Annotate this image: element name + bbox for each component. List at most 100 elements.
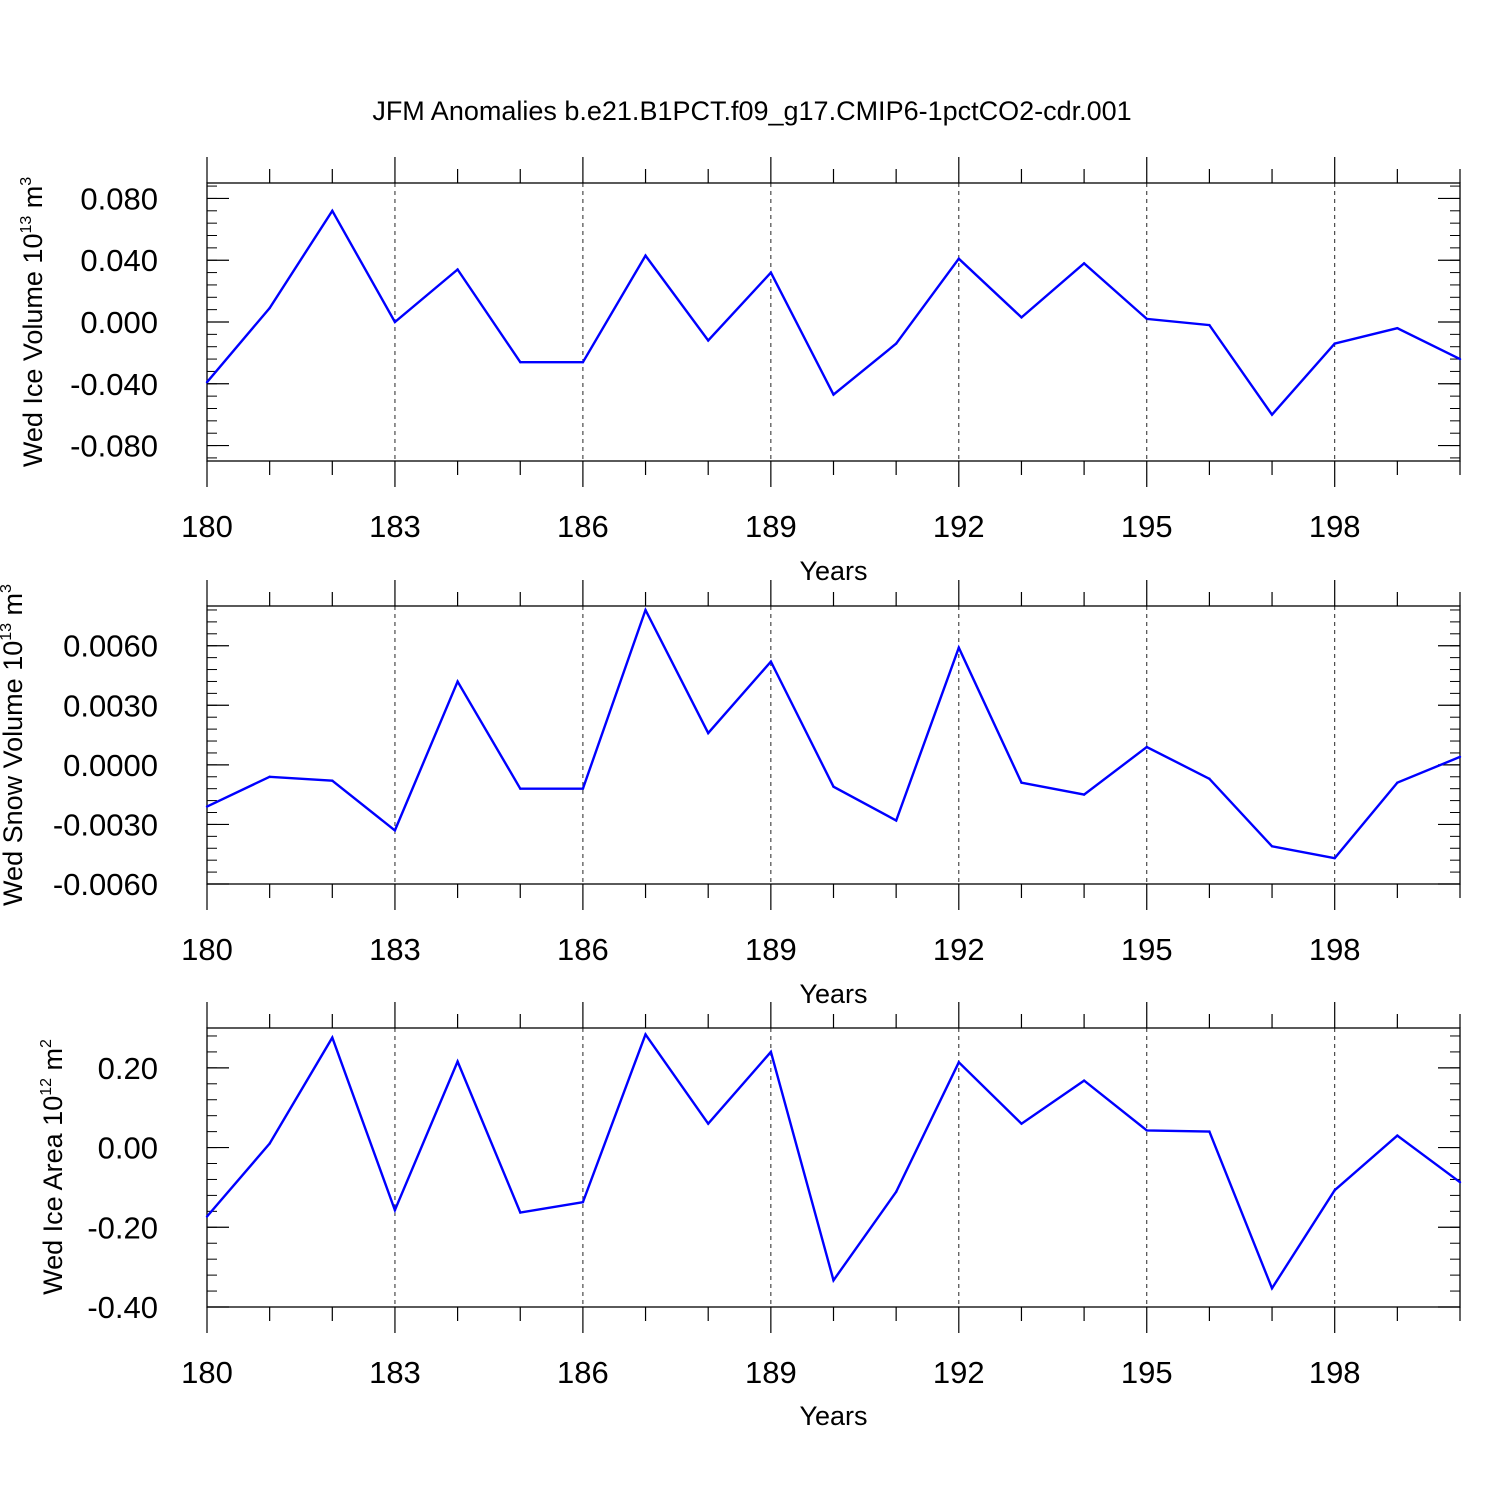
y-axis-label: Wed Snow Volume 1013 m3 [0, 584, 28, 906]
data-point [1270, 413, 1274, 416]
panel-1: 180 183 186 189 192 195 198 0.080 0.040 0.000 -0.0… [18, 157, 1462, 586]
data-point [393, 829, 397, 832]
y-axis-label: Wed Ice Area 1012 m2 [38, 1039, 68, 1295]
data-point [894, 819, 898, 822]
y-axis-label-prefix: Wed Ice Volume 10 [18, 234, 48, 468]
x-tick-label: 189 [745, 1355, 797, 1390]
data-point [1270, 1287, 1274, 1290]
y-tick-label: 0.040 [80, 243, 158, 278]
x-tick-label: 180 [181, 932, 233, 967]
series-line [206, 1031, 1461, 1291]
y-axis-label: Wed Ice Volume 1013 m3 [18, 177, 48, 467]
y-tick-label: -0.0060 [53, 867, 158, 902]
y-axis-label-unit-exponent: 3 [18, 177, 35, 186]
chart-title: JFM Anomalies b.e21.B1PCT.f09_g17.CMIP6-… [372, 96, 1131, 126]
panels-group: 180 183 186 189 192 195 198 0.080 0.040 0.000 -0.0… [0, 157, 1462, 1431]
data-point [769, 1050, 773, 1054]
y-axis-label-exponent: 13 [18, 216, 35, 234]
y-tick-label: 0.0060 [63, 629, 158, 664]
y-axis-label-unit: m [38, 1048, 68, 1078]
data-point [331, 779, 334, 782]
x-tick-label: 192 [933, 932, 985, 967]
data-point [519, 787, 522, 790]
data-point [707, 339, 710, 342]
x-tick-label: 180 [181, 509, 233, 544]
data-point [832, 1279, 835, 1282]
x-tick-label: 186 [557, 509, 609, 544]
x-tick-label: 195 [1121, 1355, 1173, 1390]
y-tick-label: 0.00 [98, 1131, 158, 1166]
y-tick-label: 0.0000 [63, 748, 158, 783]
data-point [1458, 1181, 1462, 1184]
data-point [1458, 755, 1462, 759]
y-axis-label-prefix: Wed Ice Area 10 [38, 1096, 68, 1295]
data-point [1396, 1134, 1399, 1137]
data-point [1208, 777, 1211, 780]
data-point [832, 393, 835, 396]
panel-3: 180 183 186 189 192 195 198 0.20 0.00 -0.20 -0.40 Y… [38, 1002, 1462, 1431]
data-point [581, 1200, 585, 1204]
x-tick-label: 195 [1121, 509, 1173, 544]
data-point [957, 646, 960, 649]
data-point [1270, 845, 1274, 848]
data-point [957, 257, 960, 260]
data-point [832, 785, 835, 788]
data-point [1020, 316, 1023, 319]
x-tick-label: 186 [557, 932, 609, 967]
data-point [1082, 793, 1086, 796]
x-tick-label: 183 [369, 1355, 421, 1390]
data-point [456, 268, 459, 271]
data-point [894, 342, 898, 345]
data-point [1145, 745, 1148, 749]
data-point [268, 1142, 271, 1145]
x-axis-label: Years [799, 556, 867, 586]
data-point [1145, 1129, 1148, 1132]
data-point [1020, 1122, 1023, 1125]
data-point [581, 360, 585, 364]
y-tick-label: 0.0030 [63, 688, 158, 723]
data-point [1333, 342, 1336, 345]
data-point [456, 680, 459, 683]
x-tick-label: 180 [181, 1355, 233, 1390]
data-point [456, 1060, 459, 1063]
data-point [1082, 1079, 1086, 1082]
y-tick-label: -0.040 [70, 367, 158, 402]
x-tick-label: 189 [745, 509, 797, 544]
y-axis-label-unit-exponent: 2 [38, 1039, 55, 1048]
x-tick-label: 198 [1309, 932, 1361, 967]
data-point [519, 1211, 522, 1214]
x-axis-label: Years [799, 1401, 867, 1431]
x-tick-label: 195 [1121, 932, 1173, 967]
data-point [1396, 326, 1399, 330]
data-point [268, 775, 271, 778]
data-point [644, 254, 647, 257]
data-point [957, 1061, 960, 1064]
x-tick-label: 183 [369, 509, 421, 544]
data-point [268, 306, 271, 310]
y-axis-label-exponent: 13 [0, 623, 15, 641]
y-axis-label-unit-exponent: 3 [0, 584, 15, 593]
y-axis-label-unit: m [18, 186, 48, 216]
data-point [644, 608, 647, 612]
y-axis-label-exponent: 12 [38, 1078, 55, 1096]
y-axis-label-prefix: Wed Snow Volume 10 [0, 641, 28, 906]
data-point [1396, 781, 1399, 784]
data-point [393, 320, 397, 324]
y-tick-label: 0.080 [80, 181, 158, 216]
data-point [1082, 262, 1086, 265]
data-point [894, 1190, 898, 1194]
x-tick-label: 192 [933, 1355, 985, 1390]
x-tick-label: 186 [557, 1355, 609, 1390]
data-point [393, 1208, 397, 1212]
data-point [205, 805, 209, 808]
y-tick-label: -0.0030 [53, 807, 158, 842]
data-point [707, 1122, 710, 1125]
data-point [1020, 781, 1023, 784]
y-tick-label: 0.20 [98, 1051, 158, 1086]
data-point [205, 1215, 209, 1218]
x-tick-label: 198 [1309, 509, 1361, 544]
data-point [519, 360, 522, 364]
x-tick-label: 192 [933, 509, 985, 544]
x-tick-label: 189 [745, 932, 797, 967]
